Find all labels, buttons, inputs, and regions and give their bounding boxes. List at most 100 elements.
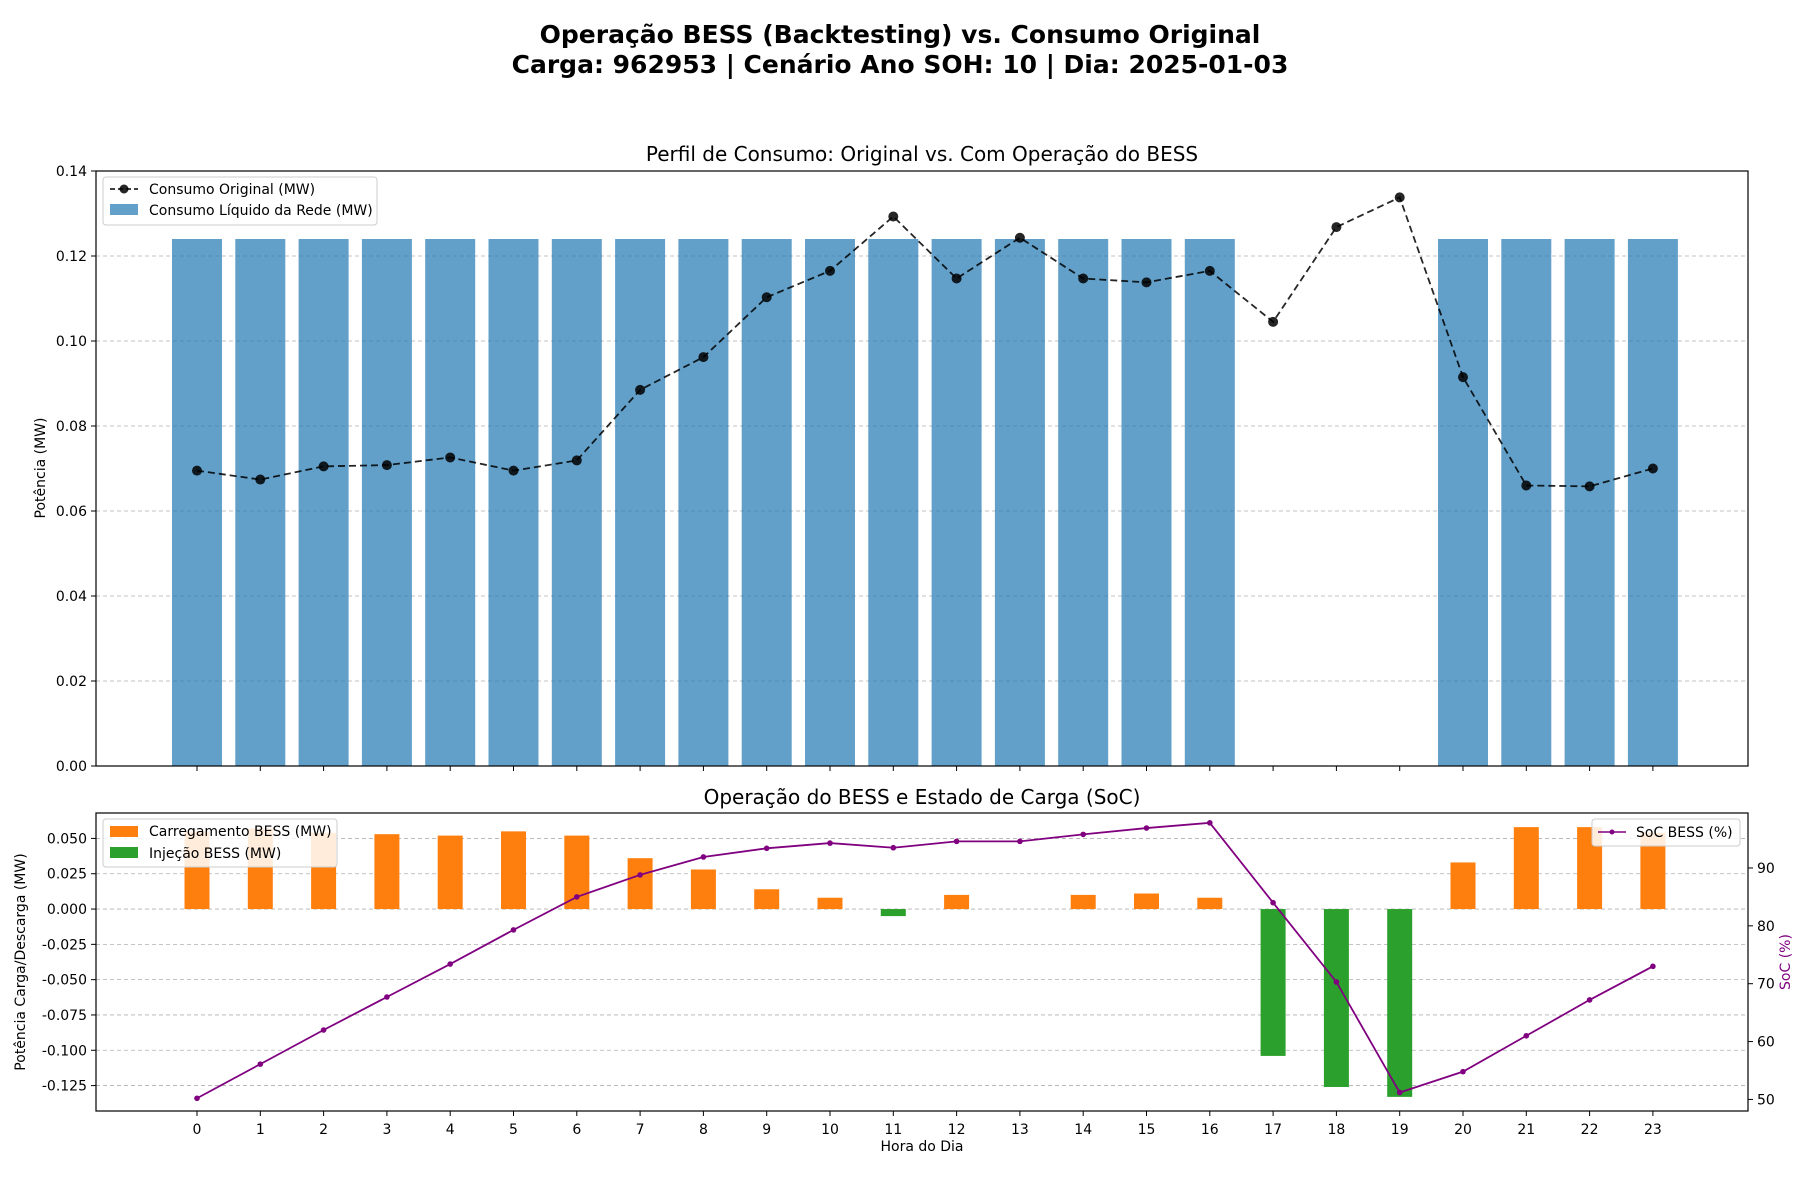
bess-x-tick-label: 5	[509, 1122, 518, 1138]
soc-line	[194, 820, 1656, 1102]
charging-bar	[374, 834, 400, 910]
soc-point	[1523, 1032, 1530, 1039]
bess-x-tick-label: 18	[1327, 1122, 1345, 1138]
original-consumption-point	[1584, 481, 1595, 492]
original-consumption-point	[192, 465, 202, 476]
consumption-y-tick-label: 0.02	[56, 674, 87, 690]
soc-point	[1080, 831, 1086, 838]
consumption-y-tick-label: 0.08	[56, 419, 87, 435]
soc-point	[1396, 1089, 1403, 1096]
bess-x-tick-label: 13	[1011, 1122, 1029, 1138]
original-consumption-point	[318, 461, 329, 472]
charging-bar	[1197, 897, 1223, 910]
charging-bar	[627, 858, 653, 910]
original-consumption-point	[508, 465, 519, 476]
soc-point	[574, 894, 580, 900]
consumption-y-tick-label: 0.12	[56, 249, 87, 265]
bess-operation-chart: Operação do BESS e Estado de Carga (SoC)…	[13, 785, 1794, 1155]
bess-x-tick-label: 7	[636, 1122, 645, 1138]
charging-bar	[1513, 827, 1539, 910]
net-consumption-bar	[425, 239, 476, 766]
soc-point	[890, 844, 897, 851]
original-consumption-point	[1647, 463, 1658, 474]
soc-point	[1207, 820, 1213, 826]
consumption-x-ticks	[196, 766, 1654, 771]
bess-y-tick-label: -0.025	[42, 937, 87, 953]
net-consumption-bar	[1438, 239, 1488, 766]
consumption-axes-frame	[95, 170, 1749, 767]
original-consumption-point	[1521, 480, 1532, 491]
consumption-line	[192, 192, 1658, 492]
bess-x-tick-label: 22	[1581, 1122, 1599, 1138]
bess-legend-right-box	[1591, 818, 1741, 847]
net-consumption-bar	[741, 239, 792, 766]
bess-chart-title: Operação do BESS e Estado de Carga (SoC)	[704, 785, 1141, 809]
bess-x-tick-label: 4	[446, 1122, 455, 1138]
legend-charging-label: Carregamento BESS (MW)	[149, 824, 332, 840]
soc-point	[1017, 838, 1023, 845]
original-consumption-point	[825, 265, 835, 276]
bess-x-tick-label: 6	[572, 1122, 581, 1138]
consumption-legend-box	[102, 176, 378, 226]
soc-point	[953, 838, 960, 845]
net-consumption-bar	[1501, 239, 1552, 766]
bess-x-tick-label: 21	[1517, 1122, 1535, 1138]
bess-y-axis-label: Potência Carga/Descarga (MW)	[13, 853, 29, 1070]
consumption-y-tick-label: 0.04	[56, 589, 87, 605]
original-consumption-point	[1268, 316, 1279, 327]
bess-y-tick-label: -0.100	[42, 1043, 87, 1059]
soc-point	[827, 840, 833, 846]
soc-point	[1270, 899, 1276, 906]
charging-bar	[437, 835, 463, 910]
original-consumption-point	[445, 452, 456, 463]
original-consumption-line	[196, 196, 1654, 488]
original-consumption-point	[1141, 277, 1152, 288]
net-consumption-bar	[678, 239, 729, 766]
bess-y-tick-label: 0.000	[47, 902, 87, 918]
soc-point	[447, 961, 454, 967]
consumption-chart-title: Perfil de Consumo: Original vs. Com Oper…	[646, 142, 1198, 166]
original-consumption-point	[1204, 265, 1215, 276]
net-consumption-bar	[488, 239, 539, 766]
bess-bars	[184, 827, 1666, 1097]
original-consumption-point	[761, 292, 772, 303]
legend-original-marker-icon	[119, 184, 129, 194]
soc-point	[1650, 963, 1656, 970]
bess-x-tick-label: 14	[1074, 1122, 1092, 1138]
original-consumption-point	[698, 352, 709, 363]
bess-legend-left-box	[102, 818, 338, 868]
original-consumption-point	[1014, 232, 1025, 243]
soc-point	[700, 854, 707, 860]
bess-x-tick-label: 19	[1391, 1122, 1409, 1138]
bess-x-tick-label: 16	[1201, 1122, 1219, 1138]
original-consumption-point	[381, 460, 392, 471]
bess-grid	[96, 838, 1748, 1086]
charging-bar	[1450, 862, 1476, 910]
injection-bar	[1387, 909, 1413, 1097]
bess-x-tick-label: 2	[319, 1122, 328, 1138]
net-consumption-bar	[805, 239, 855, 766]
soc-point	[1586, 997, 1593, 1003]
bess-x-tick-label: 15	[1138, 1122, 1156, 1138]
consumption-y-tick-label: 0.06	[56, 504, 87, 520]
consumption-y-tick-label: 0.00	[56, 759, 87, 775]
original-consumption-point	[635, 384, 646, 395]
injection-bar	[880, 909, 906, 917]
net-consumption-bar	[235, 239, 286, 766]
soc-point	[1143, 825, 1150, 831]
soc-y-tick-label: 70	[1757, 977, 1775, 993]
soc-y-tick-label: 60	[1757, 1035, 1775, 1051]
consumption-bars	[172, 239, 1678, 766]
soc-point	[763, 845, 770, 852]
soc-y-axis-label: SoC (%)	[1778, 934, 1794, 990]
original-consumption-point	[951, 273, 962, 284]
bess-x-tick-label: 8	[699, 1122, 708, 1138]
net-consumption-bar	[551, 239, 602, 766]
soc-y-tick-label: 90	[1757, 861, 1775, 877]
soc-point	[1333, 979, 1340, 985]
bess-y-tick-label: 0.050	[47, 831, 87, 847]
bess-x-tick-label: 0	[193, 1122, 202, 1138]
soc-point	[257, 1061, 264, 1067]
net-consumption-bar	[1121, 239, 1172, 766]
